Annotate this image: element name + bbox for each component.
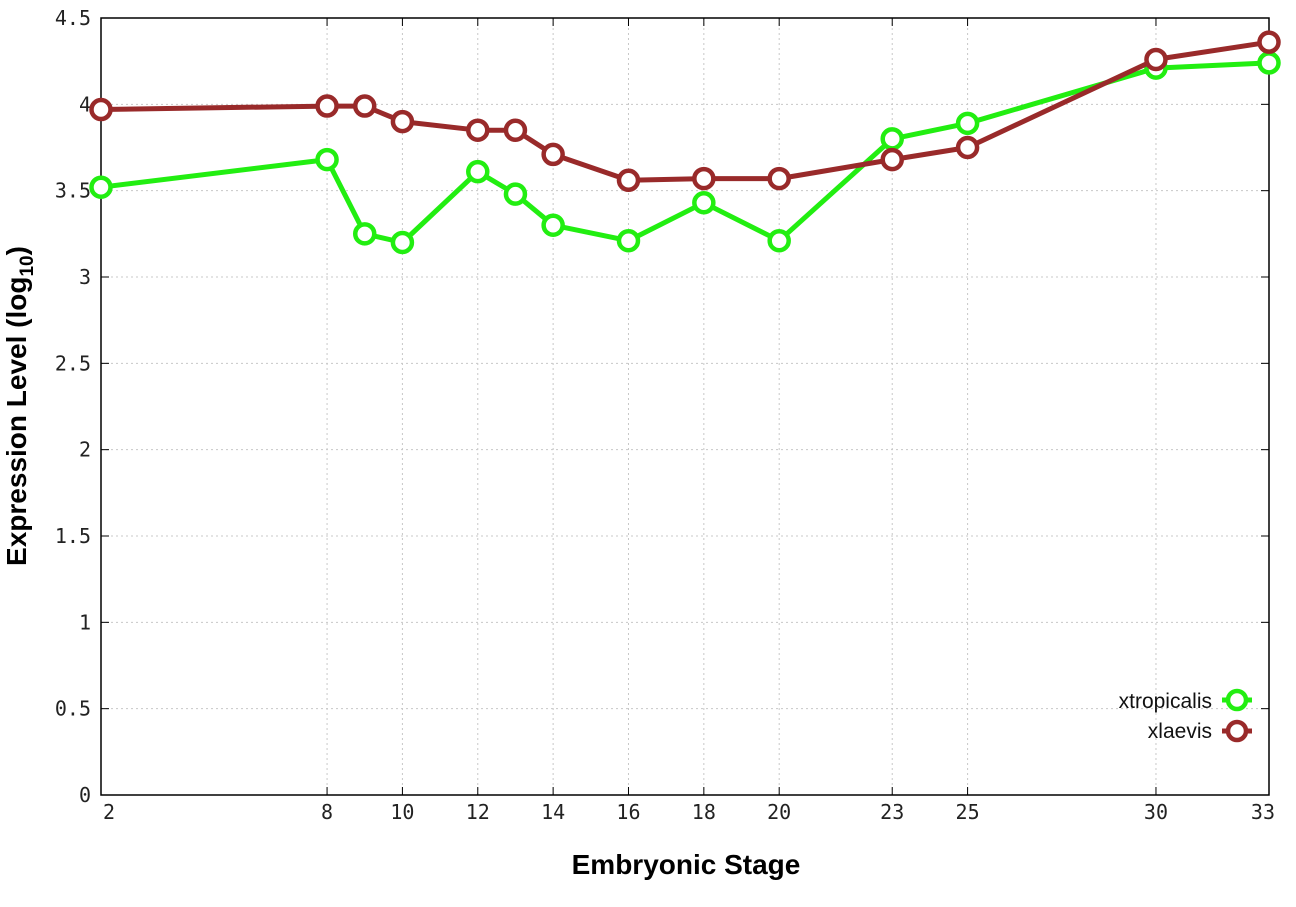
data-point-xtropicalis xyxy=(503,182,528,206)
y-tick-label: 2 xyxy=(79,438,91,462)
y-tick-label: 2.5 xyxy=(55,351,91,375)
legend-entry-xtropicalis: xtropicalis xyxy=(1119,688,1252,713)
y-tick-label: 3 xyxy=(79,265,91,289)
data-point-xtropicalis xyxy=(880,127,904,151)
y-axis-title-main: Expression Level (log xyxy=(1,277,32,566)
series-xlaevis xyxy=(89,30,1281,193)
data-point-xlaevis xyxy=(352,94,377,118)
x-tick-label: 10 xyxy=(390,800,414,824)
x-axis-title: Embryonic Stage xyxy=(572,849,801,880)
data-point-xlaevis xyxy=(1257,30,1281,54)
data-point-xlaevis xyxy=(880,147,904,172)
data-point-xtropicalis xyxy=(767,228,791,253)
data-point-xlaevis xyxy=(390,109,415,134)
x-tick-label: 23 xyxy=(880,800,904,824)
y-tick-label: 0 xyxy=(79,783,91,807)
x-tick-label: 30 xyxy=(1144,800,1168,824)
plot-frame xyxy=(100,17,1270,796)
x-tick-label: 12 xyxy=(466,800,490,824)
y-tick-label: 4 xyxy=(79,92,91,116)
data-point-xlaevis xyxy=(1144,47,1168,72)
data-point-xlaevis xyxy=(955,135,980,160)
y-axis-title-close: ) xyxy=(1,246,32,255)
x-tick-label: 8 xyxy=(321,800,333,824)
data-point-xtropicalis xyxy=(315,147,339,172)
y-axis-title: Expression Level (log10) xyxy=(1,246,38,566)
data-point-xtropicalis xyxy=(352,222,377,246)
x-tick-label: 16 xyxy=(616,800,640,824)
x-tick-label: 14 xyxy=(541,800,565,824)
data-point-xlaevis xyxy=(692,166,716,191)
data-point-xlaevis xyxy=(89,97,113,122)
data-point-xtropicalis xyxy=(616,228,641,253)
x-tick-label: 20 xyxy=(767,800,791,824)
data-point-xlaevis xyxy=(315,94,339,118)
data-point-xlaevis xyxy=(767,166,791,191)
y-tick-label: 0.5 xyxy=(55,697,91,721)
y-tick-label: 1 xyxy=(79,610,91,634)
data-point-xlaevis xyxy=(466,118,490,142)
axis-ticks: 0 0.5 1 1.5 2 2.5 3 3.5 4 4.5 2 8 10 12 14 16 18 20 23 25 30… xyxy=(55,6,1275,824)
x-tick-label: 25 xyxy=(956,800,980,824)
data-point-xtropicalis xyxy=(955,111,980,136)
y-tick-label: 1.5 xyxy=(55,524,91,548)
data-point-xlaevis xyxy=(503,118,528,142)
legend: xtropicalis xlaevis xyxy=(1119,688,1252,743)
legend-marker-xtropicalis xyxy=(1225,688,1249,712)
legend-label-xlaevis: xlaevis xyxy=(1148,720,1212,743)
x-tick-label: 33 xyxy=(1251,800,1275,824)
data-point-xtropicalis xyxy=(692,191,716,215)
legend-label-xtropicalis: xtropicalis xyxy=(1119,690,1212,713)
x-tick-label: 2 xyxy=(103,800,115,824)
series-line-xlaevis xyxy=(100,39,1270,183)
y-axis-title-subscript: 10 xyxy=(17,255,38,276)
data-point-xtropicalis xyxy=(1257,51,1281,75)
grid xyxy=(101,18,1269,795)
data-point-xtropicalis xyxy=(390,230,415,255)
legend-marker-xlaevis xyxy=(1225,719,1249,743)
y-tick-label: 3.5 xyxy=(55,179,91,203)
series-group xyxy=(89,30,1281,255)
data-point-xtropicalis xyxy=(89,175,113,199)
data-point-xtropicalis xyxy=(466,159,490,184)
x-tick-label: 18 xyxy=(692,800,716,824)
data-point-xlaevis xyxy=(541,142,565,167)
legend-entry-xlaevis: xlaevis xyxy=(1148,719,1252,743)
y-tick-label: 4.5 xyxy=(55,6,91,30)
data-point-xlaevis xyxy=(616,168,641,193)
data-point-xtropicalis xyxy=(541,213,565,237)
